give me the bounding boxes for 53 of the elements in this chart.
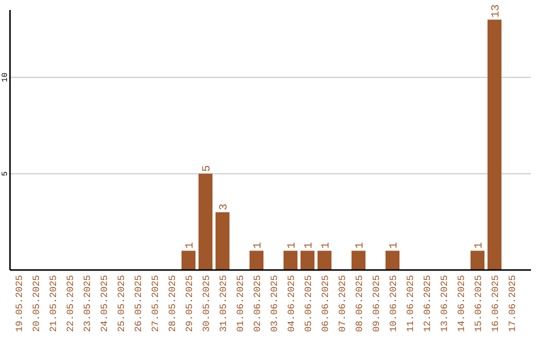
x-tick-label: 02.06.2025 [252,274,263,332]
bar [182,250,196,270]
data-label: 1 [184,242,196,249]
bar [470,250,484,270]
data-label: 1 [388,242,400,249]
x-tick-label: 26.05.2025 [133,274,144,332]
x-tick-label: 27.05.2025 [150,274,161,332]
x-tick-label: 03.06.2025 [269,274,280,332]
bar [488,20,502,270]
bar [284,250,298,270]
x-tick-label: 31.05.2025 [218,274,229,332]
x-tick-label: 10.06.2025 [388,274,399,332]
x-tick-label: 20.05.2025 [31,274,42,332]
y-tick-label: 10 [1,72,10,82]
x-tick-label: 21.05.2025 [48,274,59,332]
x-tick-label: 09.06.2025 [371,274,382,332]
x-tick-label: 13.06.2025 [439,274,450,332]
data-label: 3 [218,204,230,210]
x-tick-label: 30.05.2025 [201,274,212,332]
data-label: 1 [354,242,366,249]
x-tick-label: 15.06.2025 [473,274,484,332]
bar [198,174,212,270]
x-tick-label: 22.05.2025 [65,274,76,332]
x-tick-label: 07.06.2025 [337,274,348,332]
data-label: 1 [304,242,316,249]
x-tick-label: 08.06.2025 [354,274,365,332]
bar [300,250,314,270]
bar [216,212,230,270]
x-tick-label: 28.05.2025 [167,274,178,332]
x-tick-label: 19.05.2025 [14,274,25,332]
data-label: 1 [252,242,264,249]
data-label: 13 [490,4,502,18]
x-tick-label: 29.05.2025 [184,274,195,332]
x-tick-label: 17.06.2025 [507,274,518,332]
data-label: 1 [474,242,486,249]
x-tick-label: 23.05.2025 [82,274,93,332]
x-tick-label: 05.06.2025 [303,274,314,332]
data-label: 1 [286,242,298,249]
x-tick-label: 24.05.2025 [99,274,110,332]
x-tick-label: 16.06.2025 [490,274,501,332]
bar [318,250,332,270]
x-tick-label: 11.06.2025 [405,274,416,332]
x-tick-label: 14.06.2025 [456,274,467,332]
x-tick-label: 12.06.2025 [422,274,433,332]
data-label: 1 [320,242,332,249]
bar [352,250,366,270]
bar [386,250,400,270]
x-tick-label: 01.06.2025 [235,274,246,332]
x-tick-label: 25.05.2025 [116,274,127,332]
x-tick-label: 04.06.2025 [286,274,297,332]
data-label: 5 [202,165,214,172]
bar [250,250,264,270]
x-tick-label: 06.06.2025 [320,274,331,332]
